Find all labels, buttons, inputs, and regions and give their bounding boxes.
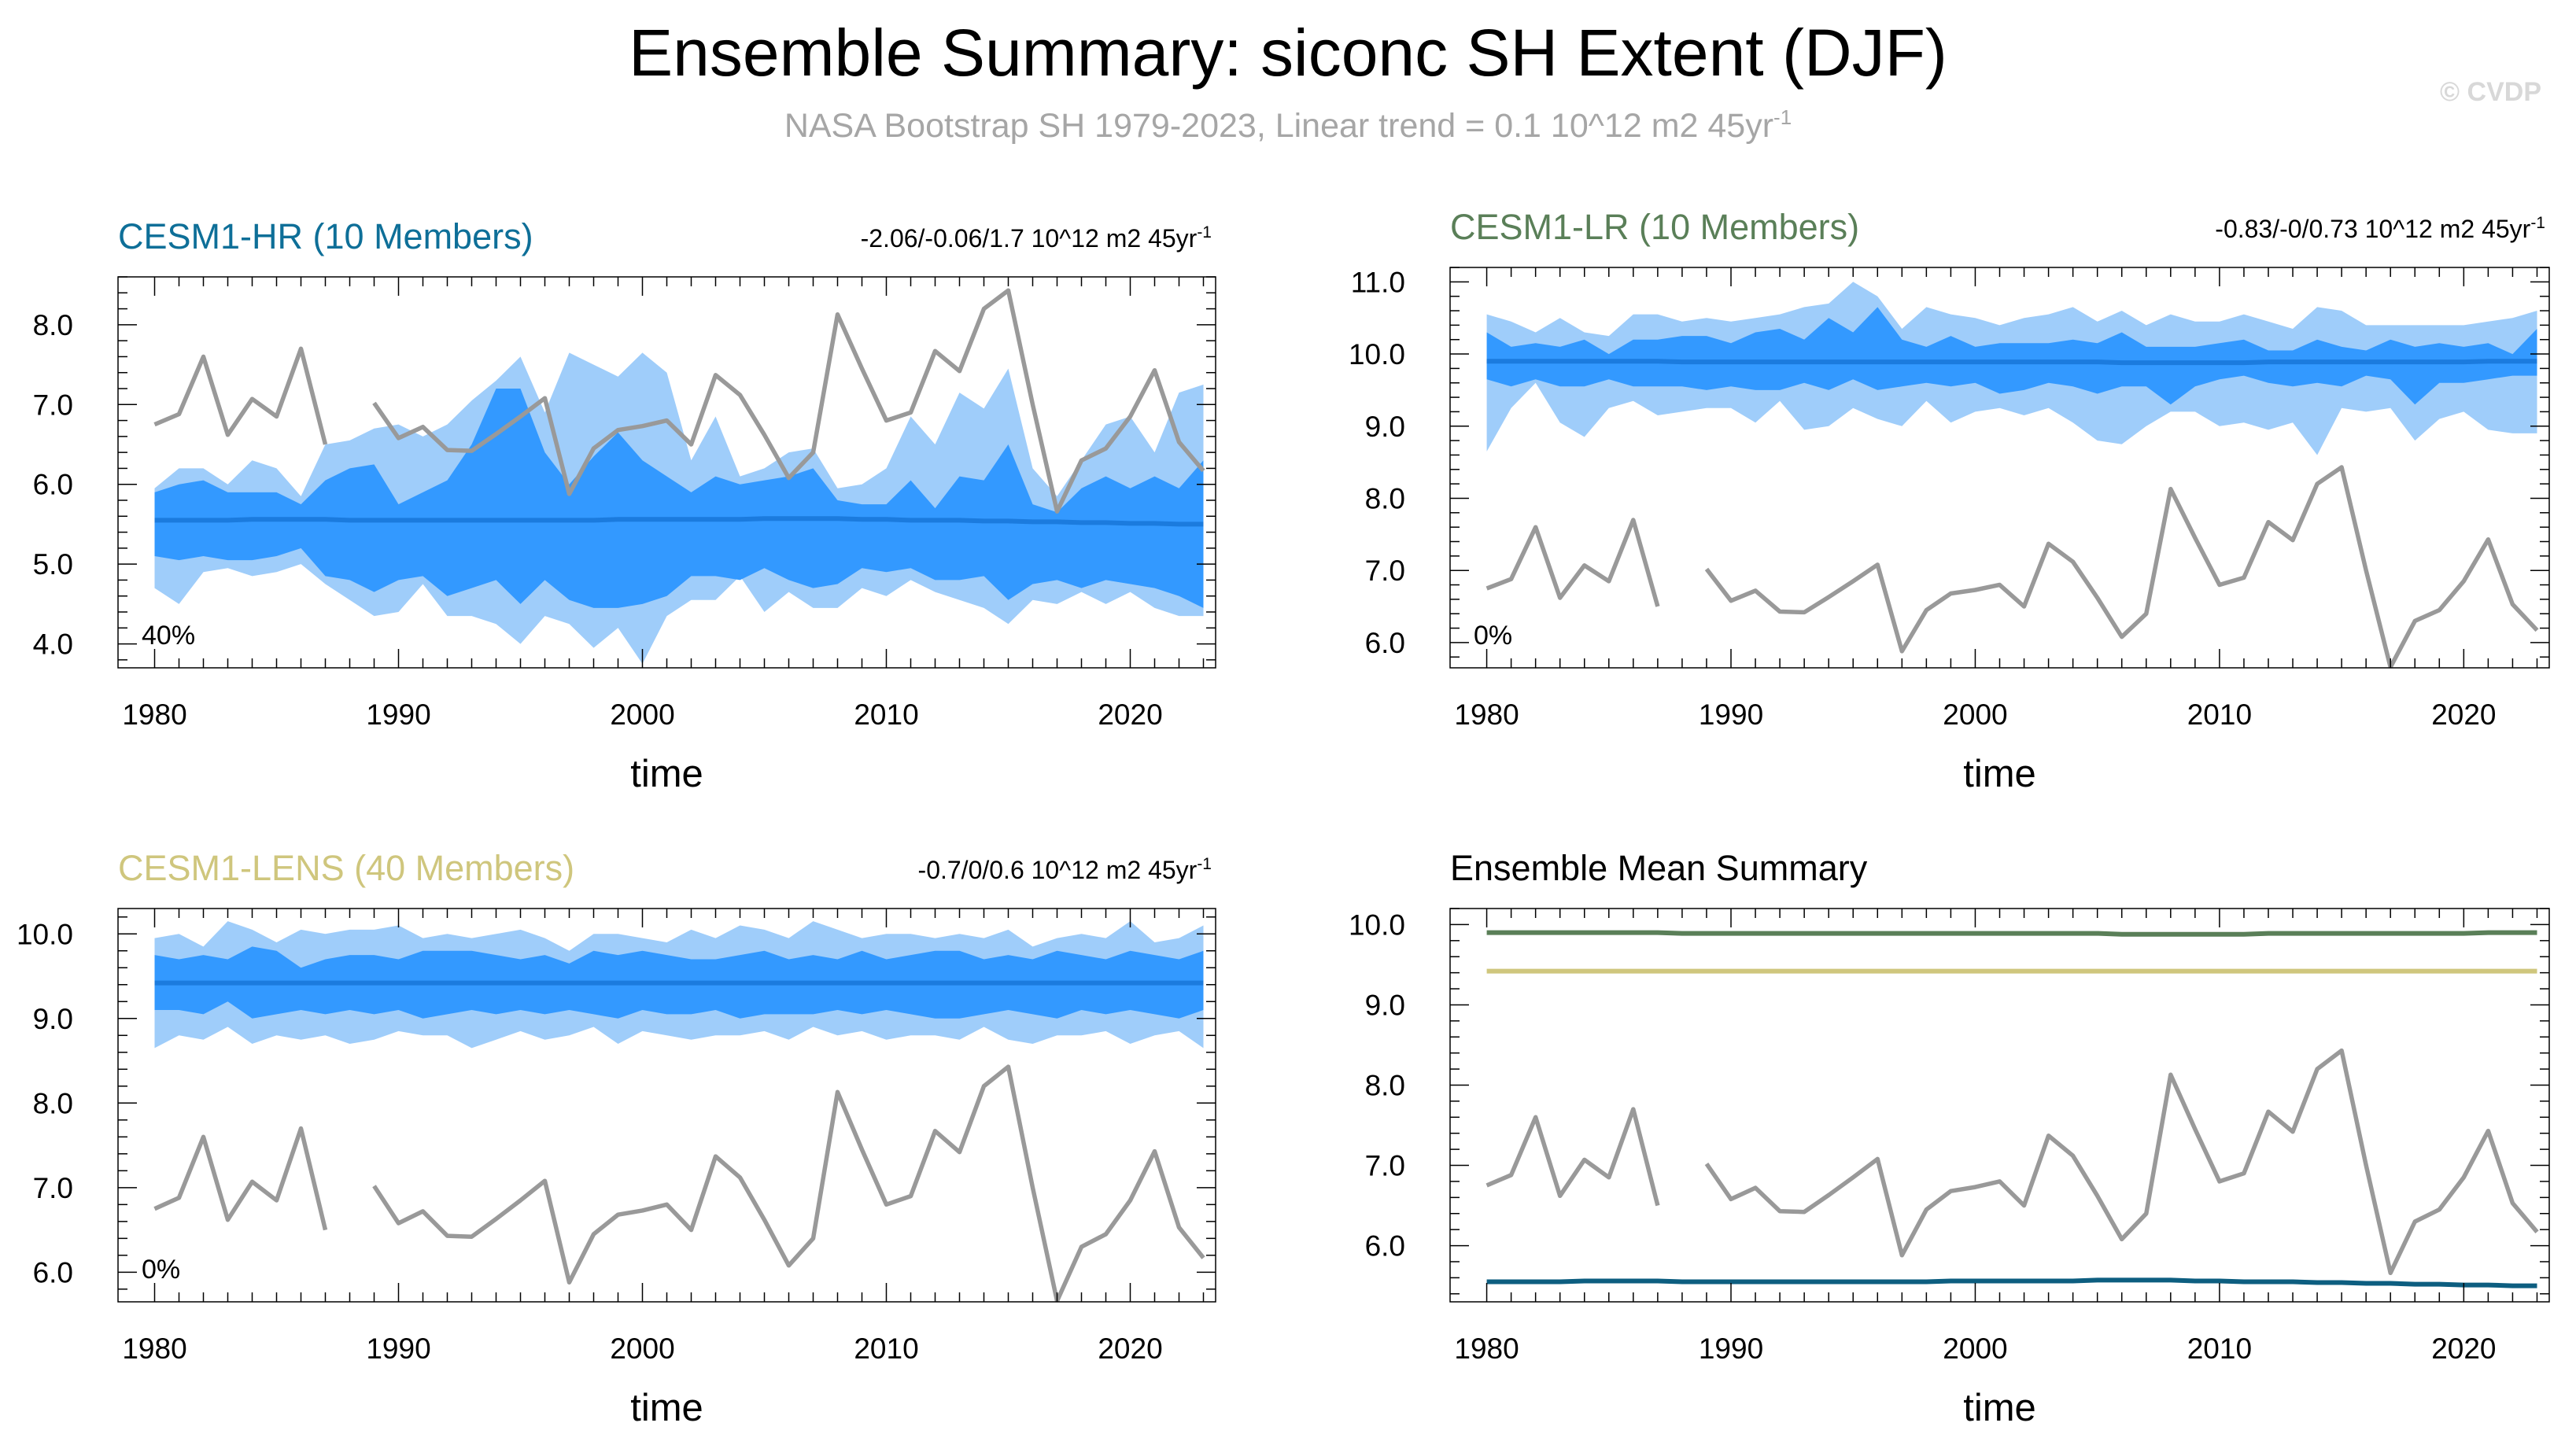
y-tick-label: 4.0 bbox=[33, 628, 73, 661]
observations-line bbox=[153, 288, 1205, 514]
y-tick-label: 7.0 bbox=[1365, 555, 1405, 587]
panel-lr: 0% -0.83/-0/0.73 10^12 m2 45yr-1 1980 1990 2… bbox=[1349, 207, 2550, 795]
cvdp-watermark: © CVDP bbox=[2440, 77, 2541, 107]
y-tick-label: 8.0 bbox=[33, 1087, 73, 1119]
series-line-obs bbox=[1485, 1048, 2539, 1276]
inner-spread-band bbox=[1486, 307, 2537, 405]
percent-label: 0% bbox=[142, 1255, 180, 1285]
y-tick-label: 6.0 bbox=[33, 1256, 73, 1288]
panel-lens: 0% -0.7/0/0.6 10^12 m2 45yr-1 1980 1990 2000… bbox=[17, 848, 1216, 1429]
x-tick-label: 1990 bbox=[366, 1333, 430, 1365]
trend-range-text: -0.7/0/0.6 10^12 m2 45yr bbox=[918, 856, 1198, 884]
trend-range-exponent: -1 bbox=[2530, 214, 2545, 232]
percent-label: 0% bbox=[1474, 621, 1512, 651]
y-tick-label: 6.0 bbox=[33, 469, 73, 501]
figure-title: Ensemble Summary: siconc SH Extent (DJF) bbox=[629, 16, 1947, 90]
x-tick-label: 1990 bbox=[1699, 699, 1763, 731]
y-tick-label: 8.0 bbox=[33, 309, 73, 341]
x-tick-label: 2020 bbox=[1098, 699, 1162, 731]
y-tick-label: 6.0 bbox=[1365, 1230, 1405, 1262]
x-tick-label: 1980 bbox=[122, 1333, 186, 1365]
trend-range-label: -2.06/-0.06/1.7 10^12 m2 45yr-1 bbox=[861, 223, 1212, 252]
y-tick-label: 11.0 bbox=[1351, 266, 1405, 298]
trend-range-text: -0.83/-0/0.73 10^12 m2 45yr bbox=[2215, 215, 2530, 243]
x-tick-label: 1980 bbox=[122, 699, 186, 731]
ensemble-mean-line bbox=[1486, 359, 2537, 366]
x-tick-label: 1980 bbox=[1454, 1333, 1519, 1365]
percent-label: 40% bbox=[142, 621, 195, 651]
observations-line bbox=[153, 1064, 1205, 1302]
plot-area bbox=[1485, 930, 2539, 1288]
subtitle-exponent: -1 bbox=[1773, 105, 1792, 129]
panel-title: CESM1-LENS (40 Members) bbox=[118, 848, 574, 888]
trend-range-label: -0.7/0/0.6 10^12 m2 45yr-1 bbox=[918, 855, 1212, 884]
x-tick-label: 2000 bbox=[610, 699, 674, 731]
x-axis-label: time bbox=[1963, 753, 2036, 795]
y-tick-label: 10.0 bbox=[1349, 338, 1405, 370]
panel-summary: 1980 1990 2000 2010 2020 6.0 7.0 8.0 9.0 10.0 time… bbox=[1349, 848, 2550, 1429]
y-tick-label: 8.0 bbox=[1365, 482, 1405, 514]
y-tick-label: 9.0 bbox=[1365, 411, 1405, 443]
panel-title: Ensemble Mean Summary bbox=[1450, 848, 1868, 888]
series-line-lr bbox=[1486, 930, 2537, 937]
x-tick-label: 2010 bbox=[2187, 699, 2252, 731]
y-tick-label: 6.0 bbox=[1365, 627, 1405, 659]
x-axis-label: time bbox=[1963, 1387, 2036, 1429]
figure-subtitle: NASA Bootstrap SH 1979-2023, Linear tren… bbox=[784, 105, 1792, 145]
x-tick-label: 2020 bbox=[1098, 1333, 1162, 1365]
trend-range-label: -0.83/-0/0.73 10^12 m2 45yr-1 bbox=[2215, 214, 2545, 243]
x-tick-label: 1990 bbox=[1699, 1333, 1763, 1365]
x-tick-label: 2000 bbox=[1943, 699, 2007, 731]
panel-title: CESM1-HR (10 Members) bbox=[118, 216, 533, 256]
trend-range-exponent: -1 bbox=[1197, 855, 1212, 873]
y-tick-label: 7.0 bbox=[1365, 1150, 1405, 1182]
x-tick-label: 2020 bbox=[2431, 1333, 2496, 1365]
y-tick-label: 7.0 bbox=[33, 1172, 73, 1204]
y-tick-label: 10.0 bbox=[1349, 909, 1405, 941]
x-axis-label: time bbox=[630, 753, 703, 795]
trend-range-text: -2.06/-0.06/1.7 10^12 m2 45yr bbox=[861, 224, 1198, 252]
x-tick-label: 2010 bbox=[2187, 1333, 2252, 1365]
plot-area bbox=[153, 921, 1205, 1302]
panel-title: CESM1-LR (10 Members) bbox=[1450, 207, 1859, 247]
ensemble-mean-line bbox=[154, 516, 1204, 527]
inner-spread-band bbox=[154, 389, 1204, 608]
plot-area bbox=[1485, 282, 2539, 668]
y-tick-label: 9.0 bbox=[1365, 989, 1405, 1021]
y-tick-label: 10.0 bbox=[17, 918, 73, 950]
y-tick-label: 9.0 bbox=[33, 1003, 73, 1035]
x-tick-label: 2000 bbox=[1943, 1333, 2007, 1365]
x-tick-label: 1990 bbox=[366, 699, 430, 731]
y-tick-label: 7.0 bbox=[33, 389, 73, 421]
x-tick-label: 1980 bbox=[1454, 699, 1519, 731]
x-axis-label: time bbox=[630, 1387, 703, 1429]
observations-line bbox=[1485, 465, 2539, 668]
x-tick-label: 2000 bbox=[610, 1333, 674, 1365]
panel-hr: 40% -2.06/-0.06/1.7 10^12 m2 45yr-1 1980 19… bbox=[33, 216, 1216, 795]
x-tick-label: 2020 bbox=[2431, 699, 2496, 731]
y-tick-label: 5.0 bbox=[33, 548, 73, 581]
x-tick-label: 2010 bbox=[854, 699, 918, 731]
trend-range-exponent: -1 bbox=[1197, 223, 1212, 241]
subtitle-text: NASA Bootstrap SH 1979-2023, Linear tren… bbox=[784, 107, 1773, 145]
y-tick-label: 8.0 bbox=[1365, 1069, 1405, 1101]
series-line-hr bbox=[1486, 1277, 2537, 1288]
plot-area bbox=[153, 288, 1205, 664]
x-tick-label: 2010 bbox=[854, 1333, 918, 1365]
